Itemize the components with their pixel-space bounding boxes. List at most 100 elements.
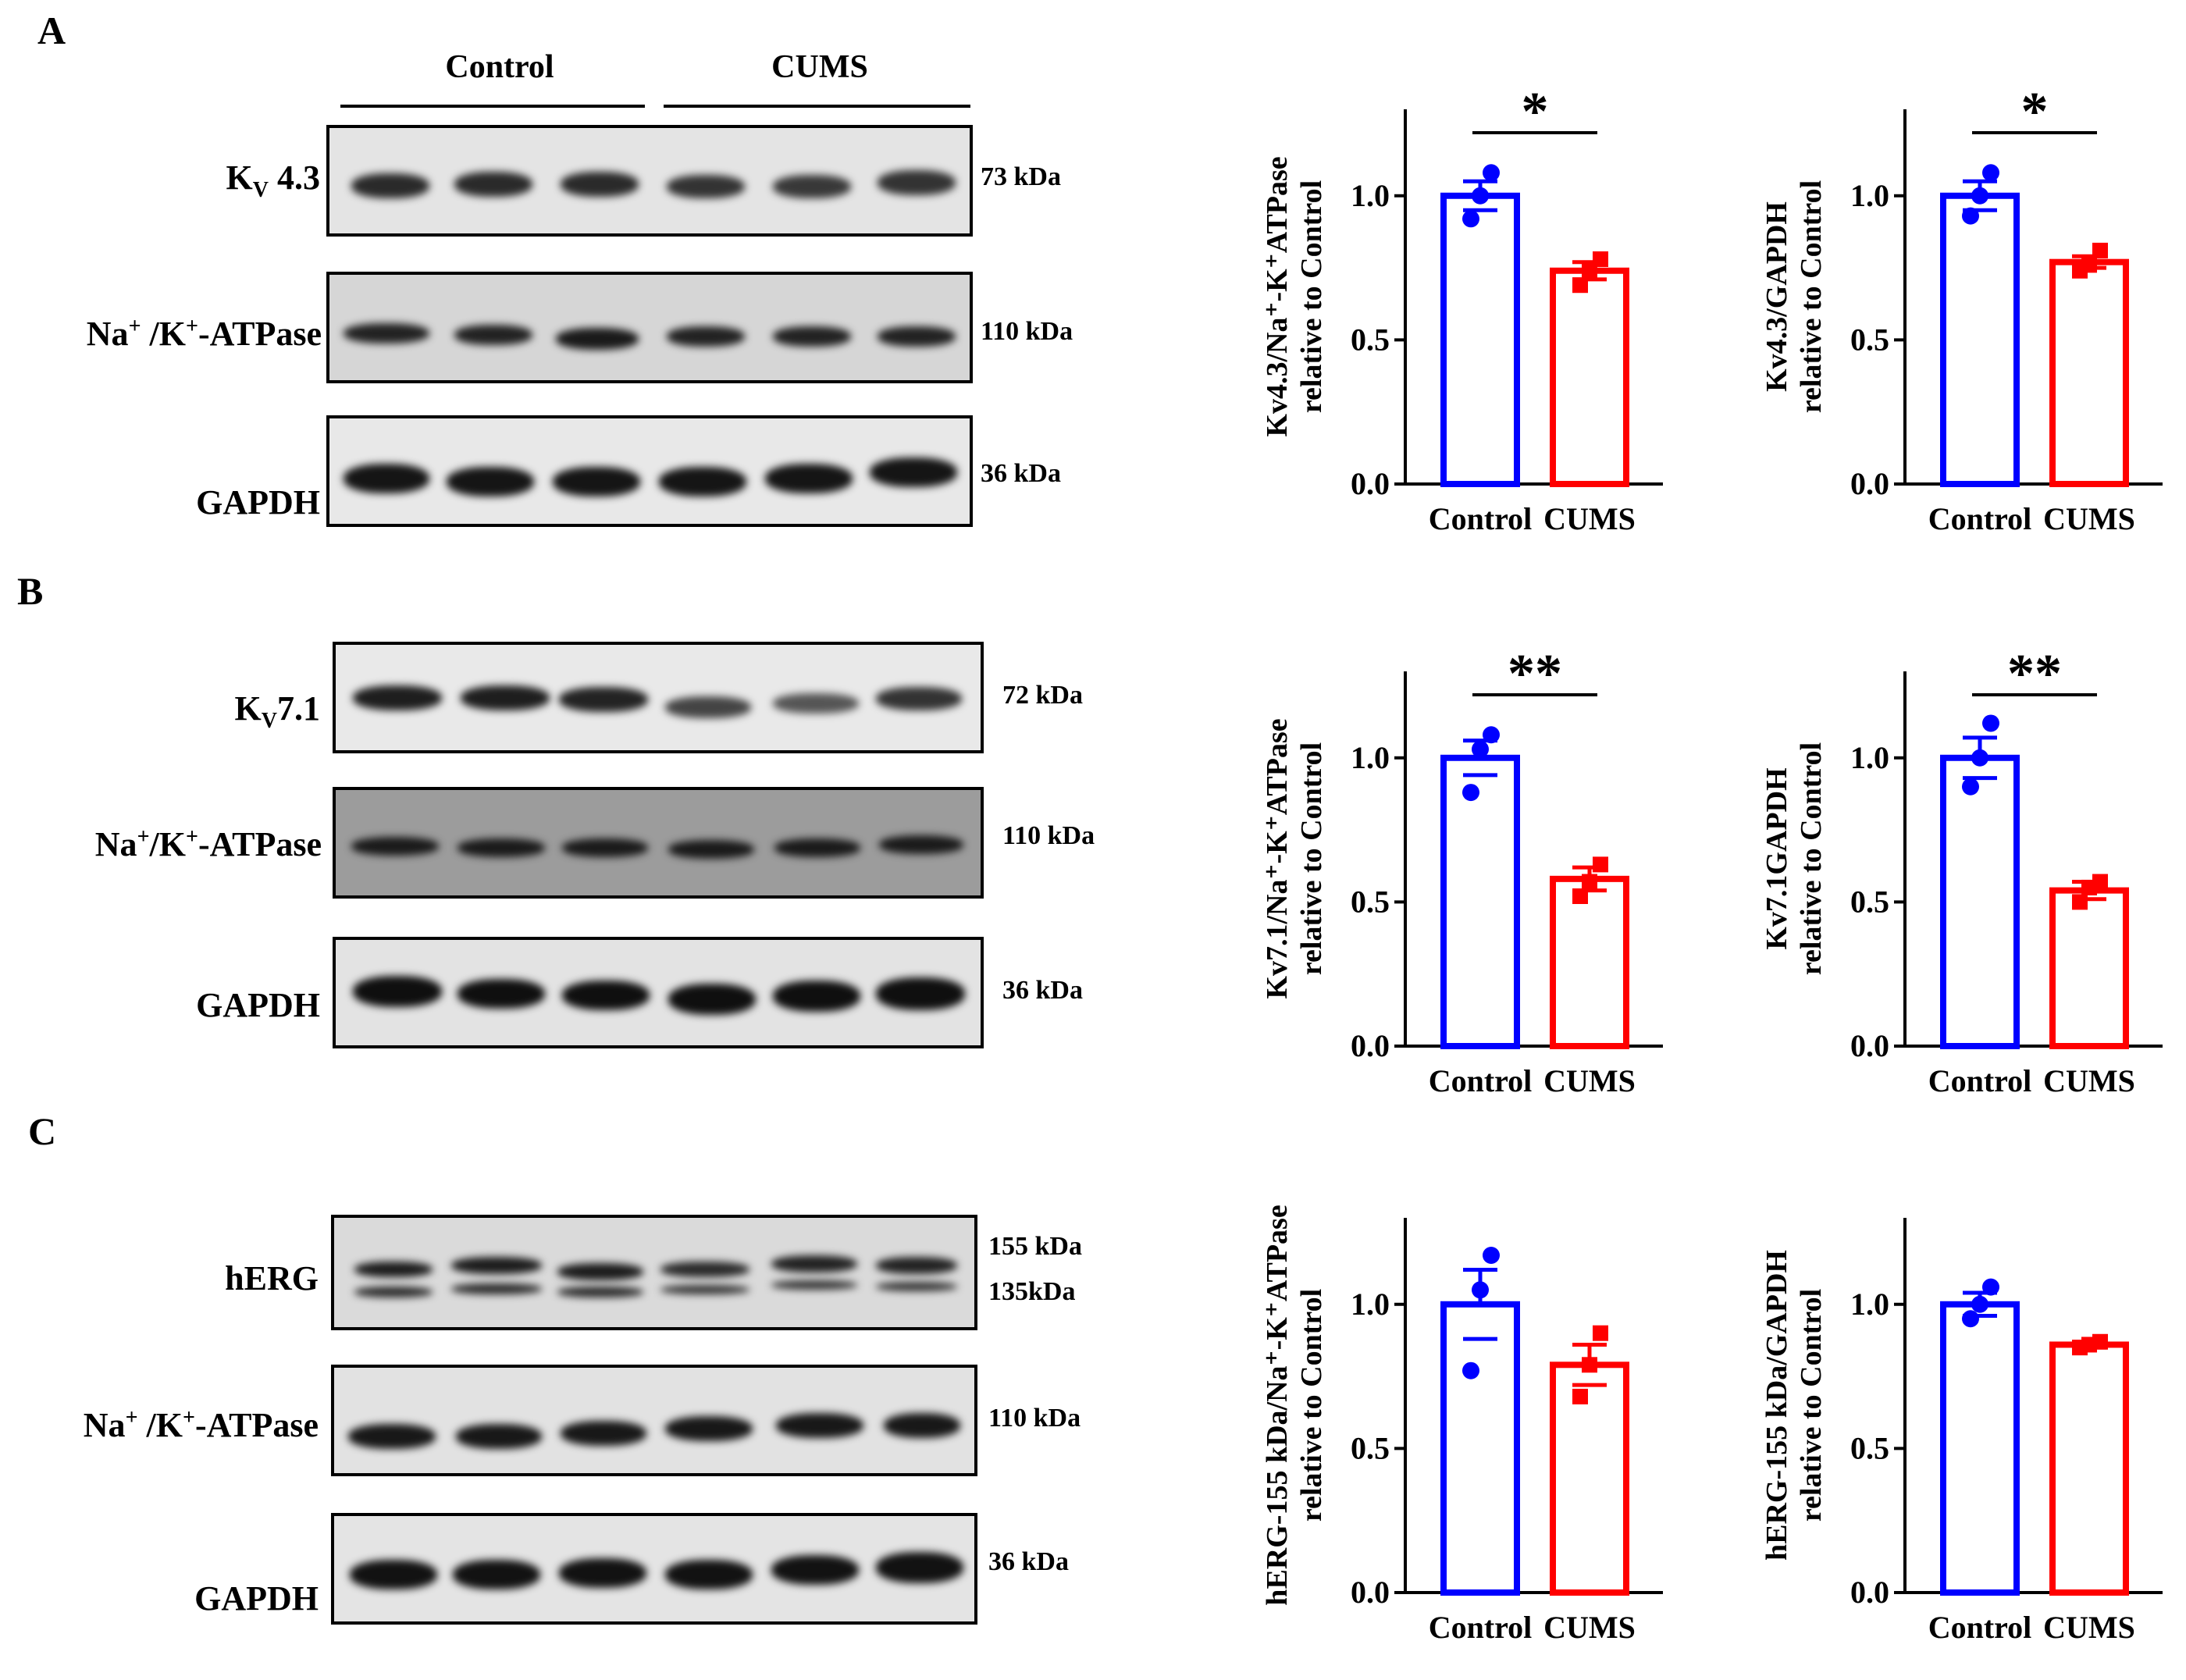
data-point — [1982, 1278, 1999, 1296]
x-tick-label: Control — [1928, 501, 2032, 536]
y-axis-label: Kv4.3/GAPDH — [1761, 201, 1793, 392]
blot-label-na-k-atpase: Na+/K+-ATPase — [94, 824, 322, 863]
significance-marker: ** — [2007, 648, 2062, 704]
significance-marker: ** — [1508, 648, 1562, 704]
data-point — [1462, 210, 1479, 228]
kda-label: 72 kDa — [1002, 681, 1083, 710]
data-point — [1483, 726, 1500, 744]
bar — [2049, 887, 2129, 1049]
bar — [1440, 754, 1520, 1049]
data-point — [1582, 1357, 1597, 1373]
blot-label-kv43: KV 4.3 — [226, 158, 320, 202]
bar — [1550, 1361, 1629, 1596]
y-axis-label: relative to Control — [1795, 742, 1828, 975]
data-point — [1962, 207, 1979, 225]
chart-kv71-na-k-atpase: 0.0 0.5 1.0 Kv7.1/Na⁺-K⁺ATPase relative to C… — [1261, 648, 1663, 1098]
blot-kv43 — [326, 125, 973, 237]
y-axis-label: hERG-155 kDa/GAPDH — [1761, 1250, 1793, 1561]
data-point — [2092, 874, 2108, 890]
y-tick-label: 1.0 — [1351, 1287, 1390, 1322]
data-point — [2072, 894, 2088, 910]
data-point — [1971, 187, 1988, 205]
panel-letter-c: C — [28, 1109, 57, 1153]
group-line-control — [340, 105, 645, 108]
data-point — [1572, 1388, 1588, 1404]
data-point — [1593, 856, 1608, 873]
y-tick-label: 0.0 — [1351, 1028, 1390, 1063]
y-axis-label: relative to Control — [1295, 180, 1328, 413]
kda-label: 110 kDa — [1002, 821, 1095, 850]
kda-label: 110 kDa — [988, 1404, 1081, 1433]
blot-herg — [331, 1215, 977, 1330]
y-axis-label: relative to Control — [1795, 1289, 1828, 1522]
data-point — [1483, 164, 1500, 182]
y-tick-label: 1.0 — [1351, 740, 1390, 775]
data-point — [1483, 1247, 1500, 1264]
chart-kv43-gapdh: 0.0 0.5 1.0 Kv4.3/GAPDH relative to Control C… — [1761, 86, 2163, 536]
y-axis-label: relative to Control — [1295, 742, 1328, 975]
kda-label: 110 kDa — [981, 317, 1073, 346]
x-tick-label: CUMS — [2043, 501, 2135, 536]
blot-na-k-atpase — [326, 272, 973, 383]
data-point — [1582, 874, 1597, 890]
blot-label-herg: hERG — [225, 1259, 319, 1297]
y-tick-label: 1.0 — [1850, 740, 1889, 775]
x-tick-label: Control — [1429, 1063, 1533, 1098]
y-tick-label: 0.0 — [1351, 1575, 1390, 1610]
significance-marker: * — [2021, 86, 2049, 142]
data-point — [1462, 784, 1479, 802]
y-tick-label: 1.0 — [1351, 178, 1390, 213]
blot-kv71 — [333, 642, 984, 753]
y-tick-label: 0.0 — [1850, 1575, 1889, 1610]
data-point — [1962, 778, 1979, 796]
data-point — [1971, 1295, 1988, 1313]
data-point — [1472, 1281, 1489, 1299]
data-point — [1982, 164, 1999, 182]
x-tick-label: Control — [1429, 1610, 1533, 1645]
chart-herg-gapdh: 0.0 0.5 1.0 hERG-155 kDa/GAPDH relative to C… — [1761, 1218, 2163, 1645]
blot-gapdh — [326, 415, 973, 527]
kda-label-155: 155 kDa — [988, 1232, 1082, 1261]
x-tick-label: Control — [1928, 1063, 2032, 1098]
chart-kv71-gapdh: 0.0 0.5 1.0 Kv7.1GAPDH relative to Control Co… — [1761, 648, 2163, 1098]
y-axis-label: relative to Control — [1795, 180, 1828, 413]
group-label-control: Control — [445, 49, 554, 85]
y-tick-label: 0.0 — [1351, 466, 1390, 501]
bar — [2049, 1341, 2129, 1596]
data-point — [2092, 242, 2108, 258]
bar — [1550, 267, 1629, 487]
y-tick-label: 0.5 — [1850, 322, 1889, 357]
blot-na-k-atpase — [331, 1365, 977, 1476]
bar — [2049, 258, 2129, 487]
bar — [1440, 192, 1520, 487]
x-tick-label: CUMS — [2043, 1610, 2135, 1645]
y-tick-label: 0.0 — [1850, 1028, 1889, 1063]
data-point — [1472, 187, 1489, 205]
x-tick-label: Control — [1928, 1610, 2032, 1645]
y-axis-label: Kv7.1GAPDH — [1761, 767, 1793, 949]
blot-label-kv71: KV7.1 — [234, 689, 320, 733]
kda-label: 36 kDa — [1002, 976, 1083, 1005]
group-label-cums: CUMS — [771, 49, 868, 85]
data-point — [1462, 1361, 1479, 1379]
y-tick-label: 1.0 — [1850, 178, 1889, 213]
y-tick-label: 0.5 — [1351, 1430, 1390, 1465]
chart-kv43-na-k-atpase: 0.0 0.5 1.0 Kv4.3/Na⁺-K⁺ATPase relative to C… — [1261, 86, 1663, 536]
data-point — [1982, 714, 1999, 732]
bar — [1440, 1301, 1520, 1596]
blot-na-k-atpase — [333, 787, 984, 899]
data-point — [1572, 888, 1588, 904]
data-point — [1962, 1310, 1979, 1328]
x-tick-label: CUMS — [1543, 1610, 1636, 1645]
y-axis-label: relative to Control — [1295, 1289, 1328, 1522]
data-point — [1593, 251, 1608, 267]
y-tick-label: 0.0 — [1850, 466, 1889, 501]
blot-label-na-k-atpase: Na+ /K+-ATPase — [83, 1405, 319, 1444]
panel-letter-a: A — [37, 9, 66, 52]
data-point — [1971, 749, 1988, 767]
y-tick-label: 1.0 — [1850, 1287, 1889, 1322]
y-tick-label: 0.5 — [1850, 1430, 1889, 1465]
kda-label: 73 kDa — [981, 162, 1061, 191]
blot-label-na-k-atpase: Na+ /K+-ATPase — [86, 314, 322, 353]
data-point — [2081, 257, 2097, 273]
